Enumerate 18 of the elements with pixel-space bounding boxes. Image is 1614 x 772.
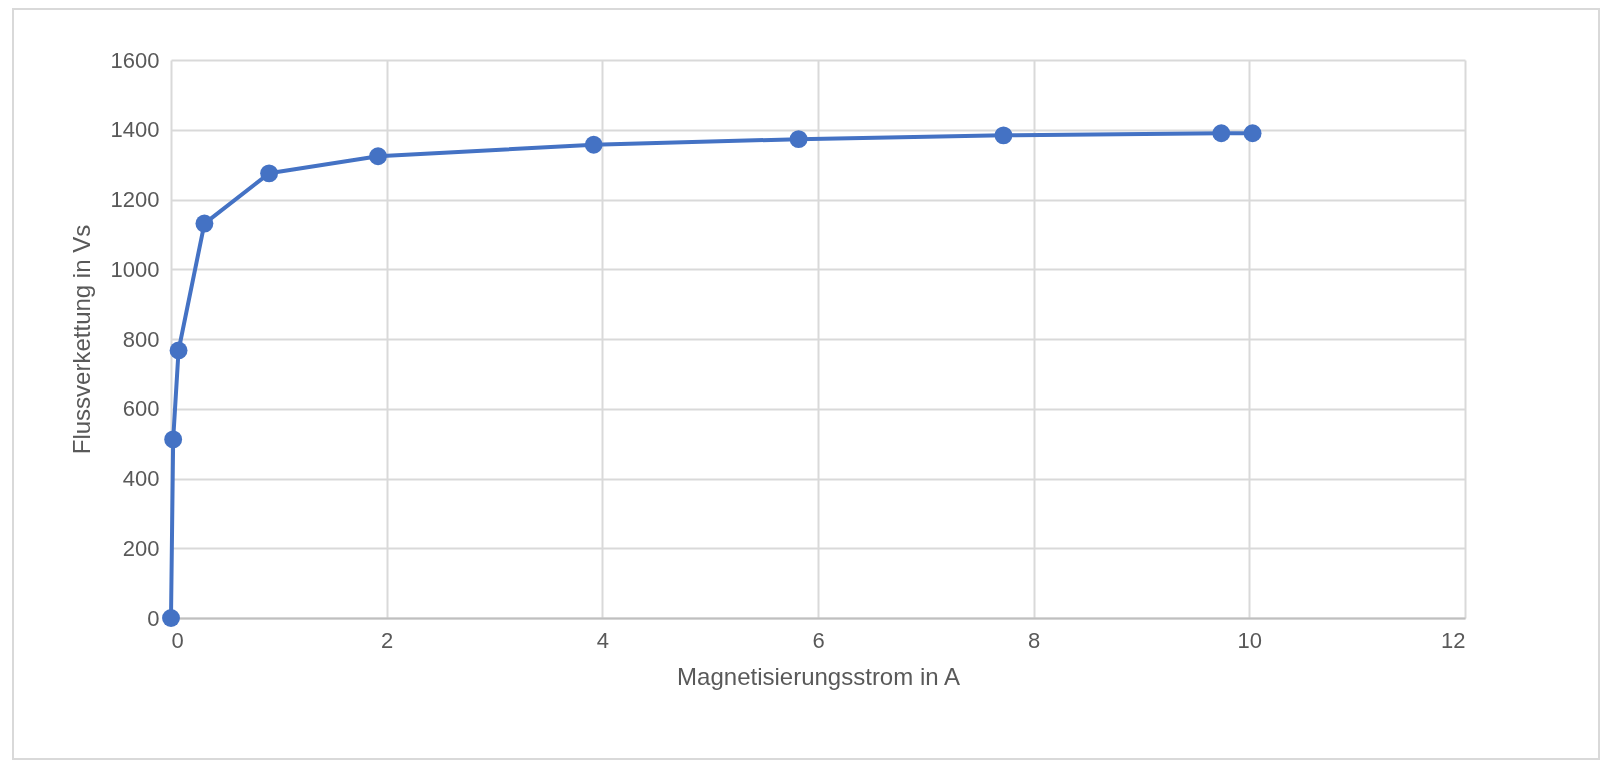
y-tick-label: 1200 (110, 187, 160, 212)
x-tick-label: 0 (171, 627, 184, 653)
x-tick-label: 2 (381, 627, 394, 653)
x-axis-title: Magnetisierungsstrom in A (677, 662, 960, 690)
y-tick-label: 200 (122, 535, 160, 561)
y-tick-label: 1000 (110, 256, 160, 282)
y-tick-label: 1600 (110, 47, 160, 73)
y-axis-title: Flussverkettung in Vs (67, 224, 95, 455)
x-tick-label: 12 (1441, 627, 1466, 653)
x-tick-label: 4 (596, 627, 609, 653)
y-tick-label: 400 (122, 466, 160, 491)
x-tick-label: 6 (812, 627, 825, 653)
x-tick-label: 10 (1237, 627, 1263, 653)
x-tick-label: 8 (1028, 627, 1041, 653)
y-tick-label: 800 (122, 326, 160, 352)
y-tick-label: 1400 (110, 117, 160, 143)
y-tick-label: 0 (147, 605, 160, 631)
y-tick-label: 600 (122, 396, 160, 422)
